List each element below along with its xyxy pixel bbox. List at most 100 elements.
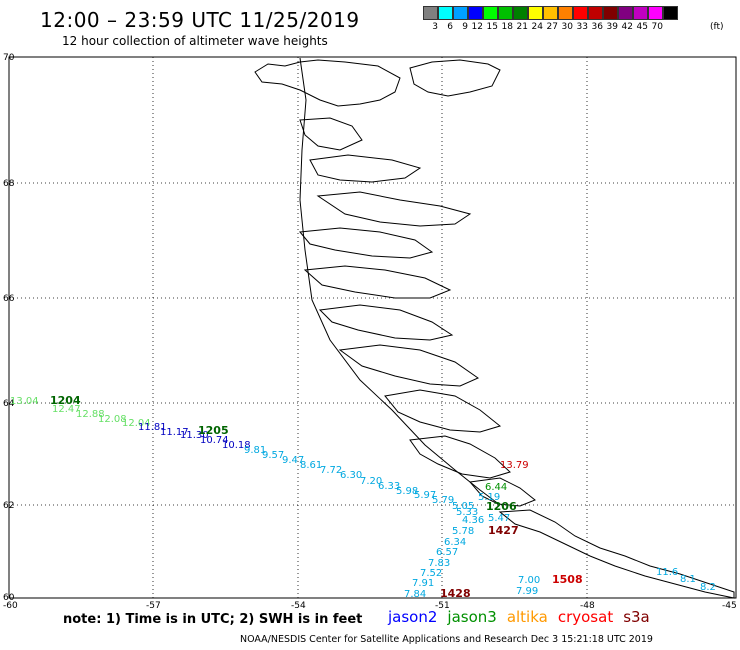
colorbar-unit: (ft) bbox=[710, 22, 724, 32]
lat-label-60: 60 bbox=[3, 593, 15, 603]
lat-label-62: 62 bbox=[3, 501, 14, 511]
colorbar-label: 33 bbox=[576, 22, 588, 32]
colorbar-swatch bbox=[528, 6, 543, 20]
track-1204: 13.04 12.47 12.88 12.08 12.04 bbox=[10, 396, 151, 429]
colorbar-swatch bbox=[558, 6, 573, 20]
obs-value: 5.79 bbox=[432, 495, 454, 506]
lat-label-68: 68 bbox=[3, 179, 15, 189]
obs-value-green: 6.44 bbox=[485, 482, 507, 493]
satellite-name: altika bbox=[506, 608, 548, 626]
colorbar-label: 45 bbox=[636, 22, 648, 32]
time-label-1205: 1205 bbox=[198, 424, 229, 437]
colorbar-swatch bbox=[648, 6, 663, 20]
colorbar-label: 9 bbox=[462, 22, 468, 32]
lon-label-m54: -54 bbox=[291, 601, 306, 611]
colorbar-label: 27 bbox=[546, 22, 558, 32]
obs-value: 9.81 bbox=[244, 445, 266, 456]
obs-value: 5.97 bbox=[414, 490, 436, 501]
lat-label-70: 70 bbox=[3, 53, 15, 63]
obs-value: 11.17 bbox=[160, 427, 189, 438]
colorbar-swatch bbox=[663, 6, 678, 20]
colorbar-swatch bbox=[453, 6, 468, 20]
note-text: note: 1) Time is in UTC; 2) SWH is in fe… bbox=[63, 612, 363, 627]
colorbar-label: 42 bbox=[621, 22, 633, 32]
colorbar-label: 30 bbox=[561, 22, 573, 32]
obs-value: 12.08 bbox=[98, 414, 127, 425]
obs-value: 4.36 bbox=[462, 515, 484, 526]
obs-value: 11.30 bbox=[180, 430, 209, 441]
obs-value: 12.88 bbox=[76, 409, 105, 420]
time-label-1427: 1427 bbox=[488, 524, 519, 537]
obs-value: 6.34 bbox=[444, 537, 466, 548]
colorbar-label: 6 bbox=[447, 22, 453, 32]
track-1427: 5.78 6.34 6.57 7.83 7.52 7.91 7.84 bbox=[404, 526, 474, 600]
obs-value: 6.33 bbox=[378, 481, 400, 492]
lon-label-m60: -60 bbox=[3, 601, 18, 611]
obs-value: 5.19 bbox=[478, 492, 500, 503]
obs-value: 13.04 bbox=[10, 396, 39, 407]
obs-value: 11.81 bbox=[138, 422, 167, 433]
colorbar bbox=[423, 6, 678, 20]
lon-label-m57: -57 bbox=[146, 601, 161, 611]
obs-value: 11.6 bbox=[656, 567, 678, 578]
colorbar-label: 21 bbox=[516, 22, 528, 32]
obs-value: 7.91 bbox=[412, 578, 434, 589]
obs-value: 8.61 bbox=[300, 460, 322, 471]
colorbar-swatch bbox=[603, 6, 618, 20]
page-title: 12:00 – 23:59 UTC 11/25/2019 bbox=[40, 8, 360, 32]
satellite-name: s3a bbox=[623, 608, 650, 626]
obs-value: 5.33 bbox=[456, 507, 478, 518]
colorbar-swatch bbox=[468, 6, 483, 20]
footer-credit: NOAA/NESDIS Center for Satellite Applica… bbox=[240, 634, 653, 645]
lon-label-m51: -51 bbox=[435, 601, 450, 611]
colorbar-label: 15 bbox=[486, 22, 498, 32]
obs-value: 5.05 bbox=[452, 501, 474, 512]
colorbar-label: 24 bbox=[531, 22, 543, 32]
obs-value: 10.74 bbox=[200, 435, 229, 446]
colorbar-swatch bbox=[573, 6, 588, 20]
colorbar-swatch bbox=[588, 6, 603, 20]
obs-value: 12.47 bbox=[52, 404, 81, 415]
colorbar-swatch bbox=[483, 6, 498, 20]
colorbar-swatch bbox=[438, 6, 453, 20]
lat-label-64: 64 bbox=[3, 399, 15, 409]
colorbar-label: 36 bbox=[591, 22, 603, 32]
graticule bbox=[9, 57, 736, 598]
track-1508: 7.00 7.99 11.6 8.1 8.2 bbox=[516, 567, 716, 597]
colorbar-labels: 3 6 9 12 15 18 21 24 27 30 33 36 39 42 45 70 bbox=[423, 22, 663, 32]
lat-label-66: 66 bbox=[3, 294, 15, 304]
obs-value: 5.98 bbox=[396, 486, 418, 497]
obs-value: 7.99 bbox=[516, 586, 538, 597]
obs-value: 6.30 bbox=[340, 470, 362, 481]
time-label-1204: 1204 bbox=[50, 394, 81, 407]
colorbar-label: 3 bbox=[432, 22, 438, 32]
satellite-legend: jason2 jason3 altika cryosat s3a bbox=[388, 608, 660, 626]
obs-value: 5.47 bbox=[488, 513, 510, 524]
obs-value: 7.20 bbox=[360, 476, 382, 487]
time-label-1508: 1508 bbox=[552, 573, 583, 586]
obs-value: 7.72 bbox=[320, 465, 342, 476]
obs-value: 5.78 bbox=[452, 526, 474, 537]
time-label-1206: 1206 bbox=[486, 500, 517, 513]
colorbar-swatch bbox=[618, 6, 633, 20]
obs-value: 7.52 bbox=[420, 568, 442, 579]
obs-value: 9.57 bbox=[262, 450, 284, 461]
colorbar-label: 18 bbox=[501, 22, 513, 32]
satellite-name: cryosat bbox=[557, 608, 614, 626]
obs-value: 7.84 bbox=[404, 589, 426, 600]
obs-value: 9.47 bbox=[282, 455, 304, 466]
obs-value: 8.1 bbox=[680, 574, 696, 585]
colorbar-swatch bbox=[543, 6, 558, 20]
time-label-1428: 1428 bbox=[440, 587, 471, 600]
satellite-name: jason3 bbox=[447, 608, 497, 626]
obs-value: 10.18 bbox=[222, 440, 251, 451]
colorbar-swatch bbox=[513, 6, 528, 20]
map-frame bbox=[8, 56, 737, 599]
track-1206: 9.81 9.57 9.47 8.61 7.72 6.30 7.20 6.33 … bbox=[244, 445, 510, 526]
obs-value-red: 13.79 bbox=[500, 460, 529, 471]
colorbar-label: 12 bbox=[471, 22, 483, 32]
colorbar-swatch bbox=[423, 6, 438, 20]
track-1205: 11.81 11.17 11.30 10.74 10.18 bbox=[138, 422, 251, 451]
coastline bbox=[254, 57, 735, 599]
